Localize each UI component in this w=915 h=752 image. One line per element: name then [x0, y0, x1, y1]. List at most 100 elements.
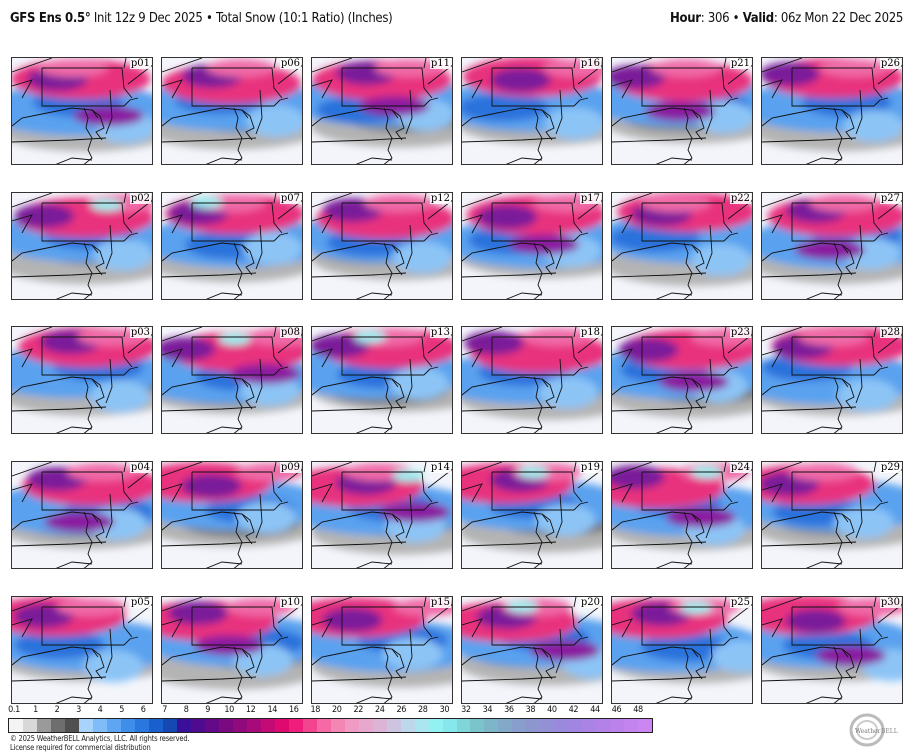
separator: • — [205, 11, 213, 26]
snowfall-map — [462, 327, 602, 433]
member-label: p18 — [579, 327, 601, 338]
hour-value: 306 — [707, 11, 730, 26]
colorbar-tick-label: 10 — [224, 705, 234, 715]
colorbar-swatch — [456, 719, 471, 732]
member-label: p07 — [279, 193, 301, 204]
member-label: p15 — [429, 597, 451, 608]
model-name: GFS Ens 0.5 — [10, 11, 85, 26]
valid-info: Hour: 306 • Valid: 06z Mon 22 Dec 2025 — [670, 11, 903, 26]
snowfall-map — [312, 597, 452, 703]
snowfall-map — [462, 462, 602, 568]
ensemble-member-panel: p23 — [611, 326, 753, 434]
colorbar-swatch — [512, 719, 527, 732]
colorbar-swatch — [274, 719, 289, 732]
snowfall-shading — [312, 328, 452, 412]
state-borders — [612, 462, 752, 568]
snowfall-shading — [12, 194, 152, 285]
member-label: p11 — [429, 58, 451, 69]
state-borders — [12, 58, 152, 164]
member-label: p08 — [279, 327, 301, 338]
colorbar-tick-label: 1 — [33, 705, 38, 715]
colorbar-swatch — [190, 719, 205, 732]
member-label: p28 — [879, 327, 901, 338]
snowfall-shading — [762, 327, 902, 416]
snowfall-map — [612, 58, 752, 164]
colorbar-swatch — [246, 719, 261, 732]
snowfall-shading — [762, 58, 902, 152]
snowfall-map — [462, 193, 602, 299]
state-borders — [612, 327, 752, 433]
colorbar-tick-label: 5 — [119, 705, 124, 715]
colorbar-tick-label: 7 — [162, 705, 167, 715]
ensemble-member-panel: p27 — [761, 192, 903, 300]
colorbar-swatch — [400, 719, 415, 732]
snowfall-shading — [162, 598, 302, 690]
colorbar-swatch — [218, 719, 233, 732]
colorbar-swatch — [204, 719, 219, 732]
snowfall-shading — [612, 328, 752, 418]
state-borders — [762, 597, 902, 703]
colorbar-swatch — [260, 719, 275, 732]
snowfall-map — [612, 327, 752, 433]
snowfall-shading — [312, 463, 452, 555]
snowfall-map — [762, 597, 902, 703]
colorbar-swatch — [120, 719, 135, 732]
colorbar-tick-label: 14 — [267, 705, 277, 715]
colorbar-swatch — [596, 719, 611, 732]
member-label: p24 — [729, 462, 751, 473]
snowfall-shading — [12, 463, 152, 549]
snowfall-shading — [612, 598, 752, 684]
snowfall-shading — [462, 194, 602, 278]
colorbar — [8, 718, 653, 733]
snowfall-map — [312, 327, 452, 433]
snowfall-map — [612, 597, 752, 703]
snowfall-map — [462, 58, 602, 164]
svg-text:BELL: BELL — [881, 728, 898, 735]
state-borders — [12, 327, 152, 433]
colorbar-tick-label: 24 — [375, 705, 385, 715]
ensemble-member-panel: p21 — [611, 57, 753, 165]
snowfall-shading — [312, 59, 452, 148]
valid-value: 06z Mon 22 Dec 2025 — [780, 11, 903, 26]
init-time: Init 12z 9 Dec 2025 — [93, 11, 203, 26]
state-borders — [162, 58, 302, 164]
member-label: p09 — [279, 462, 301, 473]
member-label: p22 — [729, 193, 751, 204]
colorbar-ticks: 0.1 1 2 3 4 5 6 7 8 9 10 12 14 16 18 20 22 24 26 28 30 32 34 36… — [8, 705, 653, 717]
ensemble-member-panel: p24 — [611, 461, 753, 569]
colorbar-swatch — [526, 719, 541, 732]
member-label: p06 — [279, 58, 301, 69]
snowfall-map — [312, 462, 452, 568]
colorbar-swatch — [302, 719, 317, 732]
colorbar-swatch — [470, 719, 485, 732]
member-label: p26 — [879, 58, 901, 69]
colorbar-tick-label: 9 — [205, 705, 211, 715]
colorbar-tick-label: 3 — [76, 705, 81, 715]
colorbar-tick-label: 18 — [310, 705, 320, 715]
member-label: p10 — [279, 597, 301, 608]
colorbar-tick-label: 38 — [525, 705, 536, 715]
member-label: p21 — [729, 58, 751, 69]
colorbar-swatch — [638, 719, 653, 732]
snowfall-map — [162, 193, 302, 299]
member-label: p14 — [429, 462, 451, 473]
colorbar-tick-label: 34 — [482, 705, 493, 715]
ensemble-member-panel: p04 — [11, 461, 153, 569]
colorbar-tick-label: 12 — [245, 705, 256, 715]
snowfall-shading — [12, 58, 152, 152]
snowfall-map — [762, 327, 902, 433]
member-label: p12 — [429, 193, 451, 204]
ensemble-member-panel: p09 — [161, 461, 303, 569]
state-borders — [12, 193, 152, 299]
member-label: p29 — [879, 462, 901, 473]
state-borders — [162, 597, 302, 703]
ensemble-member-panel: p05 — [11, 596, 153, 704]
product-name: Total Snow (10:1 Ratio) (Inches) — [215, 11, 393, 26]
snowfall-shading — [462, 58, 602, 146]
snowfall-shading — [312, 194, 452, 280]
colorbar-swatch — [162, 719, 177, 732]
state-borders — [462, 193, 602, 299]
colorbar-swatch — [92, 719, 107, 732]
snowfall-map — [12, 193, 152, 299]
colorbar-swatch — [106, 719, 121, 732]
